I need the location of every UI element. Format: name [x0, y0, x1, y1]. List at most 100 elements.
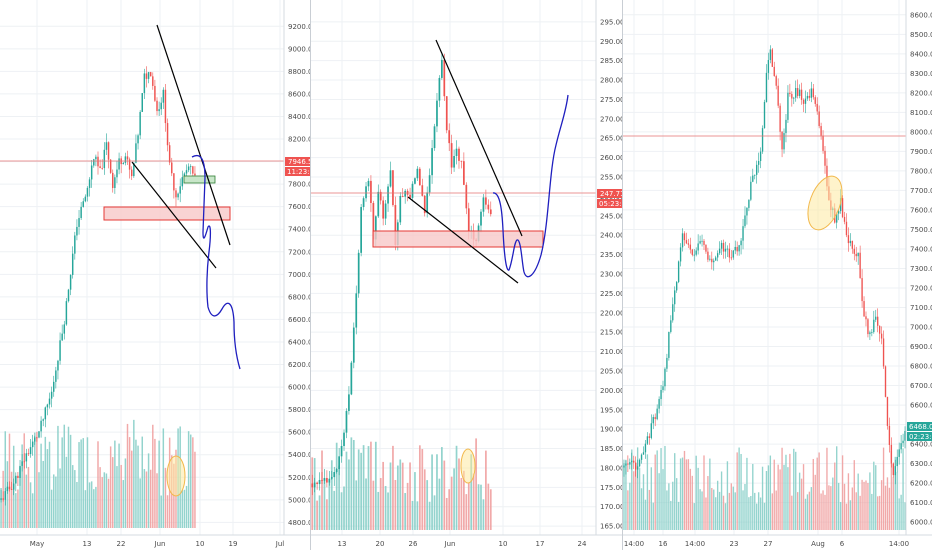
chart-panel-1: 4800.0 5000.0 5200.0 5400.0 5600.0 5800.0 6000…: [0, 0, 318, 550]
panel-3-pattern-highlight[interactable]: [801, 172, 848, 235]
candle-body: [384, 203, 387, 219]
candle-body: [642, 452, 645, 455]
volume-bar: [416, 501, 419, 530]
price-tick-label: 215.00: [600, 329, 625, 337]
volume-bar: [458, 458, 460, 530]
volume-bar: [428, 501, 431, 530]
candle-body: [95, 156, 97, 160]
candle-body: [350, 362, 353, 395]
panel-1-support-zone[interactable]: [103, 206, 231, 221]
candle-body: [82, 201, 84, 207]
volume-bar: [338, 465, 340, 530]
candle-body: [713, 260, 715, 263]
candle-body: [857, 252, 859, 257]
volume-bar: [105, 473, 108, 528]
candle-body: [666, 357, 668, 369]
price-tick-label: 5400.0: [288, 451, 313, 459]
price-tick-label: 190.00: [600, 426, 625, 434]
chart-panel-2: 165.00 170.00 175.00 180.00 185.00 190.00 195.…: [311, 0, 630, 550]
volume-bar: [656, 450, 658, 530]
panel-2-price-axis: 165.00 170.00 175.00 180.00 185.00 190.00 195.…: [600, 18, 625, 530]
volume-bar: [638, 467, 641, 530]
volume-bar: [837, 482, 840, 530]
candle-body: [409, 194, 411, 198]
volume-bar: [352, 440, 355, 530]
candle-body: [86, 187, 89, 197]
panel-1-volume-highlight[interactable]: [166, 455, 186, 497]
candle-body: [147, 72, 150, 79]
candle-body: [683, 233, 686, 241]
panel-1-price-badge-value: 7946.5: [288, 158, 313, 166]
candle-body: [109, 159, 112, 173]
price-tick-label: 275.00: [600, 96, 625, 104]
candle-body: [71, 253, 74, 275]
panel-2-upper-trendline[interactable]: [435, 39, 523, 237]
candle-body: [23, 461, 25, 463]
time-tick-label: 14:00: [624, 540, 644, 548]
panel-2-candles: [311, 53, 492, 496]
volume-bar: [724, 503, 727, 530]
panel-3-price-badge-value: 6468.04: [909, 423, 932, 431]
volume-bar: [740, 453, 742, 530]
volume-bar: [681, 457, 684, 530]
volume-bar: [789, 453, 791, 530]
price-tick-label: 7200.0: [910, 284, 932, 292]
panel-2-lower-trendline[interactable]: [407, 196, 519, 284]
volume-bar: [384, 486, 387, 530]
candle-body: [19, 465, 21, 478]
candle-body: [61, 333, 63, 341]
candle-body: [418, 168, 421, 186]
candle-body: [767, 59, 770, 73]
candle-body: [644, 443, 647, 453]
candle-body: [843, 216, 846, 222]
candle-body: [869, 332, 871, 335]
volume-bar: [695, 455, 697, 530]
candle-body: [871, 332, 873, 333]
volume-bar: [902, 448, 904, 530]
volume-bar: [436, 454, 438, 530]
time-tick-label: 20: [376, 540, 385, 548]
candle-body: [716, 253, 719, 258]
panel-1-countdown-value: 11:23:32: [287, 168, 318, 176]
candle-body: [88, 179, 91, 188]
price-tick-label: 5000.0: [288, 496, 313, 504]
volume-bar: [689, 468, 692, 530]
volume-bar: [485, 450, 487, 530]
volume-bar: [668, 483, 670, 530]
panel-2-projection-path[interactable]: [492, 94, 569, 278]
candle-body: [80, 206, 82, 219]
volume-bar: [654, 454, 656, 530]
price-tick-label: 265.00: [600, 135, 625, 143]
candle-body: [352, 327, 355, 363]
volume-bar: [839, 501, 842, 530]
volume-bar: [767, 465, 770, 530]
candle-body: [4, 491, 7, 500]
candle-body: [143, 73, 146, 94]
volume-bar: [888, 487, 891, 530]
candle-body: [851, 240, 854, 249]
volume-bar: [736, 452, 738, 530]
price-tick-label: 8300.0: [910, 70, 932, 78]
panel-3-countdown-badge: [907, 432, 932, 441]
panel-2-volume-highlight[interactable]: [460, 448, 476, 484]
volume-bar: [44, 436, 47, 528]
volume-bar: [441, 447, 443, 530]
candle-body: [855, 253, 857, 257]
candle-body: [738, 245, 740, 252]
panel-2-support-zone[interactable]: [372, 230, 544, 248]
candle-body: [865, 316, 867, 320]
panel-1-upper-trendline[interactable]: [156, 24, 231, 246]
panel-1-projection-path[interactable]: [191, 154, 241, 370]
panel-3-candles: [623, 45, 906, 485]
volume-bar: [10, 471, 13, 528]
candle-body: [313, 482, 316, 488]
volume-bar: [350, 437, 353, 530]
panel-1-lower-trendline[interactable]: [131, 161, 217, 269]
panel-1-green-zone[interactable]: [183, 175, 216, 184]
volume-bar: [746, 457, 748, 530]
volume-bar: [149, 469, 152, 528]
candle-body: [156, 100, 158, 112]
candle-body: [785, 119, 787, 134]
candle-body: [343, 432, 345, 447]
volume-bar: [652, 502, 654, 530]
